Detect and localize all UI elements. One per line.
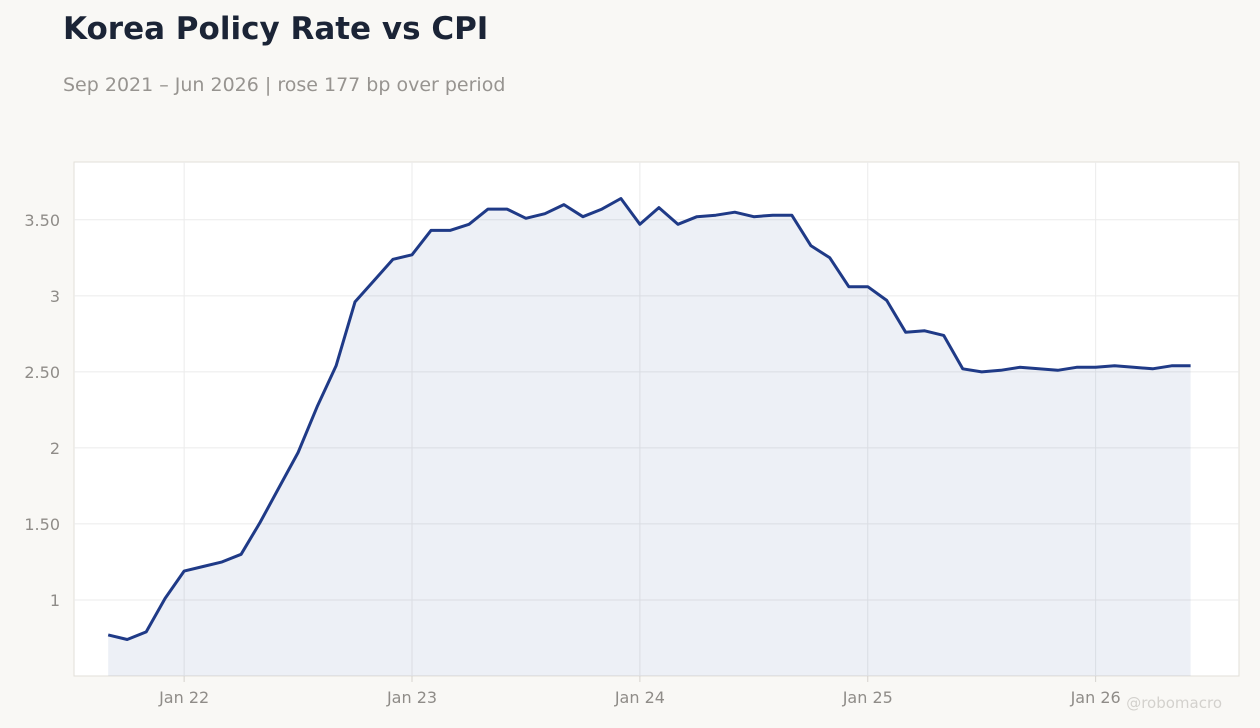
- y-tick-label: 3.50: [24, 211, 60, 230]
- watermark: @robomacro: [1126, 694, 1222, 712]
- chart-subtitle: Sep 2021 – Jun 2026 | rose 177 bp over p…: [63, 74, 506, 96]
- x-tick-label: Jan 23: [386, 688, 437, 707]
- y-tick-label: 2.50: [24, 363, 60, 382]
- grid: [74, 162, 1239, 676]
- x-tick-label: Jan 25: [842, 688, 893, 707]
- y-tick-label: 2: [50, 439, 60, 458]
- y-tick-label: 1: [50, 591, 60, 610]
- plot-background: [73, 161, 1240, 677]
- series-line: [107, 197, 1191, 641]
- series-area-fill: [108, 198, 1191, 676]
- x-tick-label: Jan 22: [158, 688, 209, 707]
- area-layer: [107, 197, 1191, 676]
- y-tick-label: 3: [50, 287, 60, 306]
- x-axis: Jan 22 Jan 23 Jan 24 Jan 25 Jan 26: [158, 676, 1121, 707]
- chart-title: Korea Policy Rate vs CPI: [63, 11, 489, 47]
- y-axis: 1 1.50 2 2.50 3 3.50: [24, 211, 60, 610]
- x-tick-label: Jan 24: [614, 688, 665, 707]
- y-tick-label: 1.50: [24, 515, 60, 534]
- x-tick-label: Jan 26: [1070, 688, 1121, 707]
